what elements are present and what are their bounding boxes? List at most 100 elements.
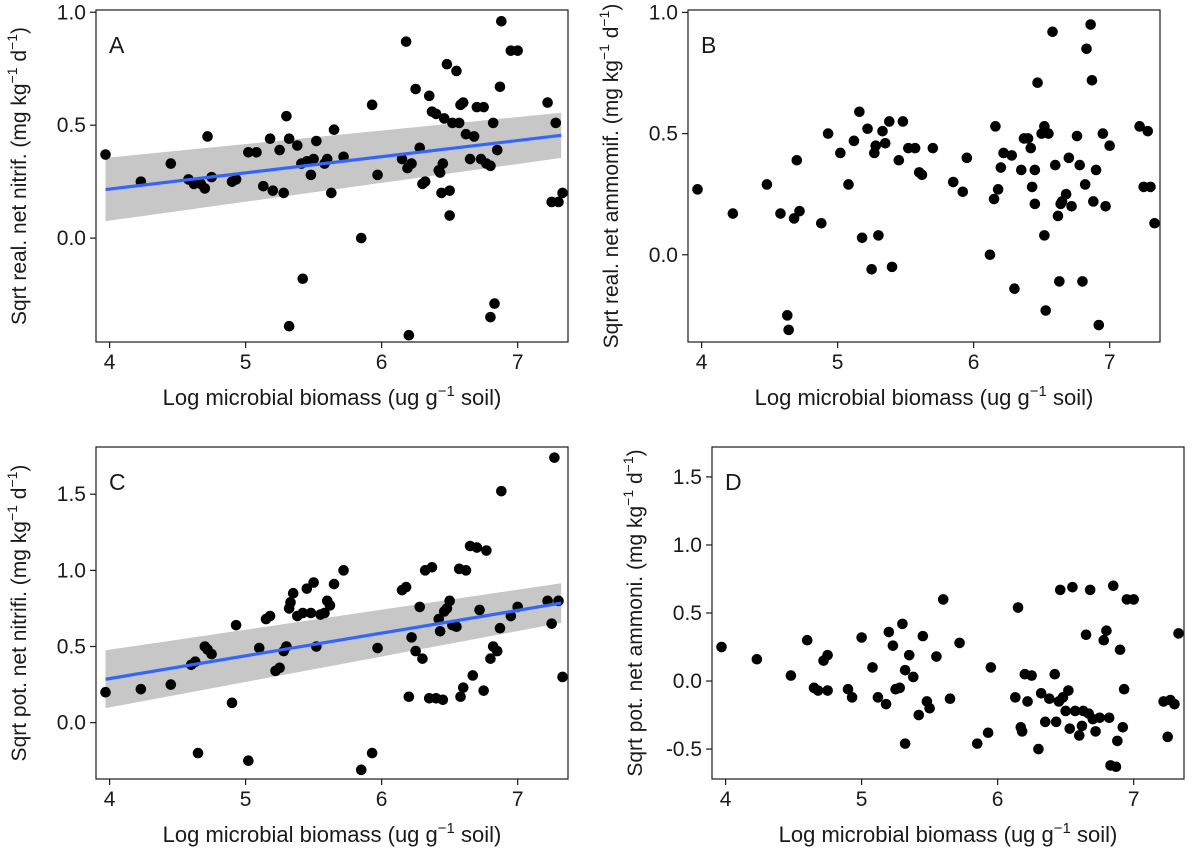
plot-area [100, 452, 568, 776]
data-point [1101, 625, 1112, 636]
data-point [1026, 670, 1037, 681]
data-point [328, 124, 340, 136]
data-point [1049, 668, 1061, 680]
data-point [927, 142, 939, 154]
data-point [1084, 584, 1096, 596]
x-axis-title: Log microbial biomass (ug g−1 soil) [779, 820, 1118, 847]
data-point [899, 738, 911, 749]
data-point [557, 671, 568, 683]
data-point [437, 158, 449, 169]
data-point [403, 329, 415, 341]
plot-area [692, 19, 1160, 336]
data-point [931, 651, 942, 662]
y-tick-label: 0.0 [57, 227, 86, 250]
data-point [1016, 726, 1028, 737]
data-point [1044, 693, 1055, 705]
y-axis-title-sup: −1 [620, 456, 636, 472]
data-point [903, 649, 915, 661]
data-point [783, 324, 794, 336]
data-point [400, 581, 412, 593]
data-point [328, 578, 340, 590]
data-point [494, 622, 506, 634]
data-point [491, 645, 503, 657]
data-point [1094, 712, 1105, 724]
data-point [1029, 164, 1041, 176]
x-tick-label: 4 [720, 788, 732, 811]
data-point [1035, 687, 1047, 699]
data-point [410, 83, 421, 95]
data-point [165, 679, 177, 690]
x-tick-label: 6 [376, 351, 388, 374]
y-axis-title-sup: −1 [4, 34, 20, 50]
data-point [1098, 634, 1110, 646]
data-point [848, 135, 860, 147]
data-point [426, 562, 438, 573]
data-point [264, 133, 276, 145]
data-point [474, 604, 485, 616]
data-point [308, 577, 319, 588]
data-point [324, 600, 336, 611]
data-point [396, 153, 408, 165]
plot-area [100, 15, 568, 341]
data-point [557, 187, 568, 199]
data-point [866, 263, 877, 275]
y-axis-title-main: Sqrt pot. net ammoni. (mg kg [624, 506, 647, 777]
regression-line [105, 601, 562, 681]
x-axis-title-sup: −1 [1030, 383, 1047, 400]
panel-d: 4 5 6 7 -0.5 0.0 0.5 1.0 1.5 D Log microbial bioma… [620, 446, 1185, 847]
data-point [419, 176, 431, 187]
data-point [400, 36, 412, 47]
data-point [791, 154, 803, 166]
data-point [494, 81, 506, 93]
y-tick-label: 0.5 [649, 123, 678, 146]
data-point [1104, 140, 1115, 152]
data-point [1054, 276, 1065, 287]
data-point [1066, 200, 1077, 212]
x-tick-label: 7 [512, 788, 524, 811]
data-point [437, 694, 449, 706]
y-axis-title-sup: −1 [596, 44, 612, 60]
data-point [1088, 196, 1099, 207]
data-point [460, 565, 472, 576]
data-point [835, 147, 846, 159]
data-point [1114, 644, 1126, 656]
panel-label: B [701, 32, 716, 58]
y-axis-title: Sqrt real. net nitrif. (mg kg−1 d−1) [4, 27, 31, 325]
data-point [192, 747, 204, 759]
y-axis-title: Sqrt pot. net ammoni. (mg kg−1 d−1) [620, 449, 647, 776]
data-point [1080, 629, 1092, 641]
data-point [1076, 720, 1088, 732]
data-point [230, 174, 242, 185]
data-point [301, 583, 313, 594]
data-point [998, 147, 1009, 159]
data-point [988, 193, 1000, 205]
data-point [487, 117, 499, 129]
data-point [909, 142, 921, 154]
data-point [1012, 602, 1024, 613]
data-point [873, 230, 884, 241]
data-point [455, 691, 466, 703]
y-tick-label: 1.5 [673, 466, 702, 489]
data-point [444, 210, 455, 221]
panel-a: 4 5 6 7 0.0 0.5 1.0 A Log microbial biomass (ug … [4, 1, 569, 410]
data-point [788, 213, 800, 224]
data-point [1033, 743, 1044, 755]
data-point [264, 610, 276, 622]
data-point [485, 653, 496, 664]
data-point [278, 187, 290, 199]
data-point [444, 595, 455, 607]
data-point [1069, 705, 1081, 717]
y-tick-label: 0.0 [649, 244, 678, 267]
data-point [917, 630, 929, 642]
data-point [879, 137, 891, 149]
data-point [305, 607, 317, 619]
data-point [423, 90, 435, 102]
data-point [982, 727, 994, 739]
y-tick-label: 1.0 [649, 1, 678, 24]
x-axis-title-end: soil) [1047, 385, 1093, 410]
data-point [944, 693, 956, 705]
y-axis-title-mid: d [624, 472, 647, 490]
y-axis-title: Sqrt pot. net nitrifi. (mg kg−1 d−1) [4, 465, 31, 762]
panel-label: D [725, 469, 742, 495]
data-point [995, 162, 1007, 173]
